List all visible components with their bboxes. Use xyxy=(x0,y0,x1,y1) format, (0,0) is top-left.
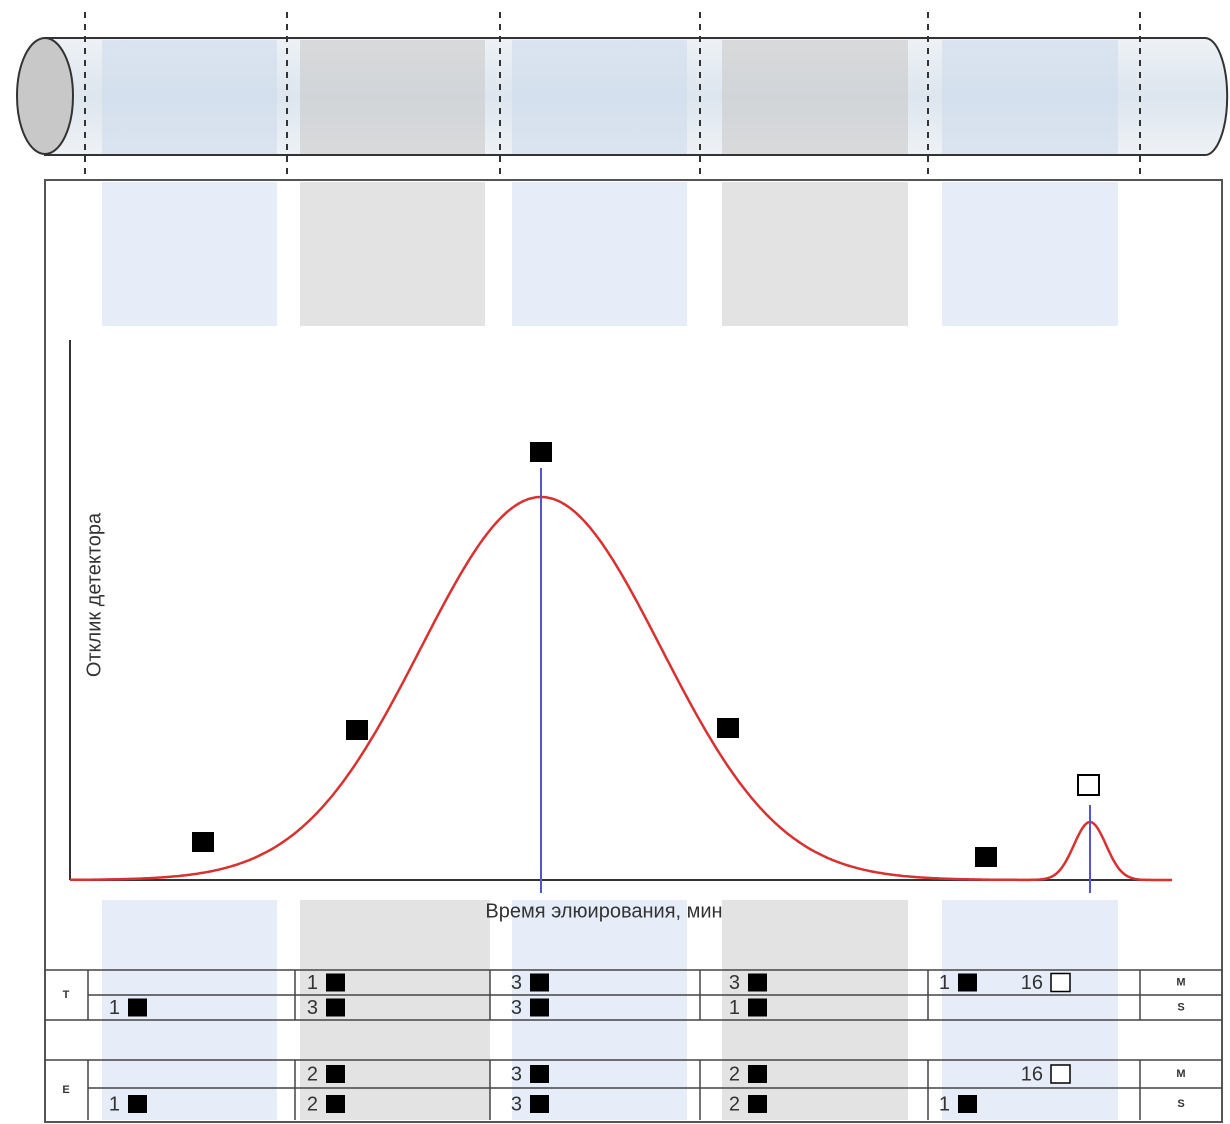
row-group-label: E xyxy=(62,1084,69,1096)
row-label: M xyxy=(1176,976,1185,988)
cell-count: 2 xyxy=(729,1093,740,1115)
square-marker xyxy=(530,974,549,992)
cell-count: 3 xyxy=(511,1093,522,1115)
diagram: Отклик детектора Время элюирования, мин … xyxy=(0,0,1230,1124)
cell-count: 1 xyxy=(109,1093,120,1115)
square-marker xyxy=(748,974,767,992)
cell-count: 3 xyxy=(511,1063,522,1085)
column xyxy=(17,12,1227,175)
cell-count: 1 xyxy=(109,997,120,1019)
square-marker xyxy=(958,974,977,992)
cell-count: 16 xyxy=(1021,972,1043,994)
cell-count: 1 xyxy=(729,997,740,1019)
cell-count: 3 xyxy=(511,997,522,1019)
square-marker xyxy=(128,1095,147,1113)
square-marker xyxy=(748,1065,767,1083)
row-label: S xyxy=(1177,1098,1184,1110)
square-marker xyxy=(958,1095,977,1113)
y-axis-label: Отклик детектора xyxy=(83,512,105,677)
cell-count: 2 xyxy=(729,1063,740,1085)
square-marker xyxy=(128,999,147,1017)
square-marker xyxy=(530,1095,549,1113)
cell-count: 2 xyxy=(307,1093,318,1115)
cell-count: 3 xyxy=(307,997,318,1019)
cell-count: 2 xyxy=(307,1063,318,1085)
square-marker xyxy=(326,1095,345,1113)
cell-count: 3 xyxy=(729,972,740,994)
square-marker xyxy=(326,999,345,1017)
square-marker xyxy=(530,999,549,1017)
chromatogram: Отклик детектора Время элюирования, мин xyxy=(70,340,1172,922)
square-marker xyxy=(748,999,767,1017)
row-label: S xyxy=(1177,1001,1184,1013)
x-axis-label: Время элюирования, мин xyxy=(485,900,722,922)
cell-count: 16 xyxy=(1021,1063,1043,1085)
cell-count: 1 xyxy=(939,972,950,994)
cell-count: 1 xyxy=(307,972,318,994)
square-marker xyxy=(1051,974,1070,992)
cell-count: 1 xyxy=(939,1093,950,1115)
row-label: M xyxy=(1176,1068,1185,1080)
square-marker xyxy=(326,974,345,992)
row-group-label: T xyxy=(63,989,70,1001)
square-marker xyxy=(326,1065,345,1083)
square-marker xyxy=(748,1095,767,1113)
square-marker xyxy=(1051,1065,1070,1083)
square-marker xyxy=(530,1065,549,1083)
cell-count: 3 xyxy=(511,972,522,994)
